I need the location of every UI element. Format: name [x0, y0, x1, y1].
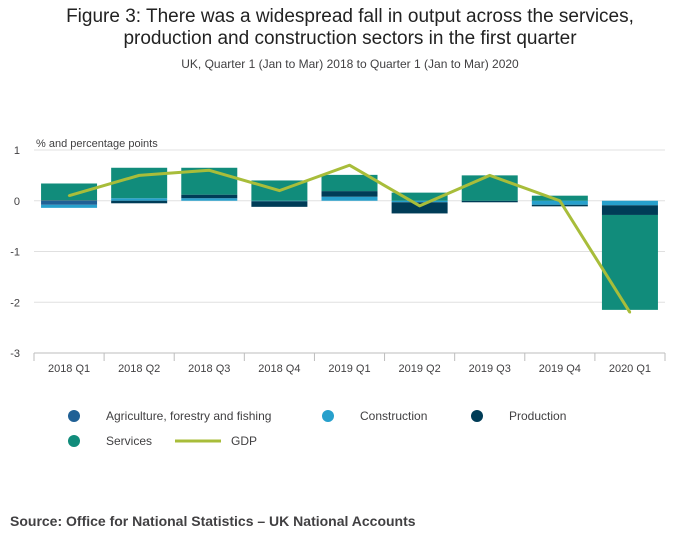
legend-production-label: Production	[509, 409, 566, 423]
bar-production	[41, 200, 98, 201]
bar-services	[391, 192, 448, 201]
bar-construction	[321, 196, 378, 201]
bar-agriculture-forestry-and-fishing	[41, 200, 98, 205]
gdp-point	[348, 164, 351, 167]
legend-agriculture-forestry-and-fishing-label: Agriculture, forestry and fishing	[106, 409, 271, 423]
bar-production	[601, 205, 658, 215]
bar-services	[531, 195, 588, 201]
axes: % and percentage points 1 0 -1 -2 -3 2018 Q1 20…	[10, 138, 666, 375]
gdp-point	[67, 194, 71, 197]
bar-services	[321, 174, 378, 192]
y-tick-label: -2	[10, 297, 20, 309]
bar-production	[321, 191, 378, 197]
gdp-point	[418, 204, 421, 208]
bar-construction	[391, 200, 448, 203]
bar-production	[461, 200, 518, 203]
x-tick-label: 2019 Q1	[328, 363, 370, 375]
bar-production	[251, 201, 308, 207]
legend-production-swatch	[471, 410, 483, 422]
stacked-bar-chart: % and percentage points 1 0 -1 -2 -3 2018 Q1 20…	[10, 138, 666, 448]
y-tick-label: -3	[10, 348, 20, 360]
source-note: Source: Office for National Statistics –…	[10, 513, 416, 529]
bar-construction	[251, 200, 308, 202]
legend-construction-swatch	[322, 410, 334, 422]
bar-services	[461, 175, 518, 201]
gdp-point	[558, 199, 562, 202]
bar-construction	[111, 198, 168, 201]
x-tick-label: 2018 Q4	[258, 363, 300, 375]
x-tick-label: 2018 Q3	[188, 363, 230, 375]
x-tick-label: 2019 Q2	[399, 363, 441, 375]
bar-construction	[181, 198, 238, 201]
legend: Agriculture, forestry and fishing Constru…	[68, 409, 566, 448]
x-tick-label: 2019 Q3	[469, 363, 511, 375]
bar-construction	[41, 204, 98, 208]
gdp-point	[278, 189, 281, 192]
gdp-point	[628, 311, 632, 314]
bar-services	[111, 167, 168, 199]
chart-subtitle: UK, Quarter 1 (Jan to Mar) 2018 to Quart…	[181, 57, 519, 71]
gdp-line-layer	[67, 163, 632, 314]
chart-title-line-2: production and construction sectors in t…	[123, 28, 577, 49]
gdp-point	[137, 174, 141, 177]
bar-production	[531, 204, 588, 207]
bar-construction	[601, 200, 658, 206]
legend-agriculture-forestry-and-fishing-swatch	[68, 410, 80, 422]
gdp-point	[208, 169, 211, 172]
bar-production	[111, 200, 168, 204]
bar-production	[391, 202, 448, 214]
legend-services-label: Services	[106, 434, 152, 448]
bar-production	[181, 194, 238, 199]
x-tick-label: 2018 Q2	[118, 363, 160, 375]
legend-services-swatch	[68, 435, 80, 447]
bar-services	[41, 183, 98, 201]
legend-gdp-label: GDP	[231, 434, 257, 448]
x-tick-label: 2019 Q4	[539, 363, 581, 375]
y-axis-label: % and percentage points	[36, 138, 158, 150]
chart-title-line-1: Figure 3: There was a widespread fall in…	[66, 6, 634, 27]
bar-services	[601, 214, 658, 310]
y-tick-label: -1	[10, 247, 20, 259]
gdp-point	[488, 174, 491, 177]
chart-title: Figure 3: There was a widespread fall in…	[0, 6, 700, 50]
y-tick-label: 1	[14, 145, 20, 157]
x-tick-label: 2020 Q1	[609, 363, 651, 375]
bars	[41, 167, 658, 310]
x-tick-label: 2018 Q1	[48, 363, 90, 375]
y-tick-label: 0	[14, 196, 20, 208]
legend-construction-label: Construction	[360, 409, 427, 423]
